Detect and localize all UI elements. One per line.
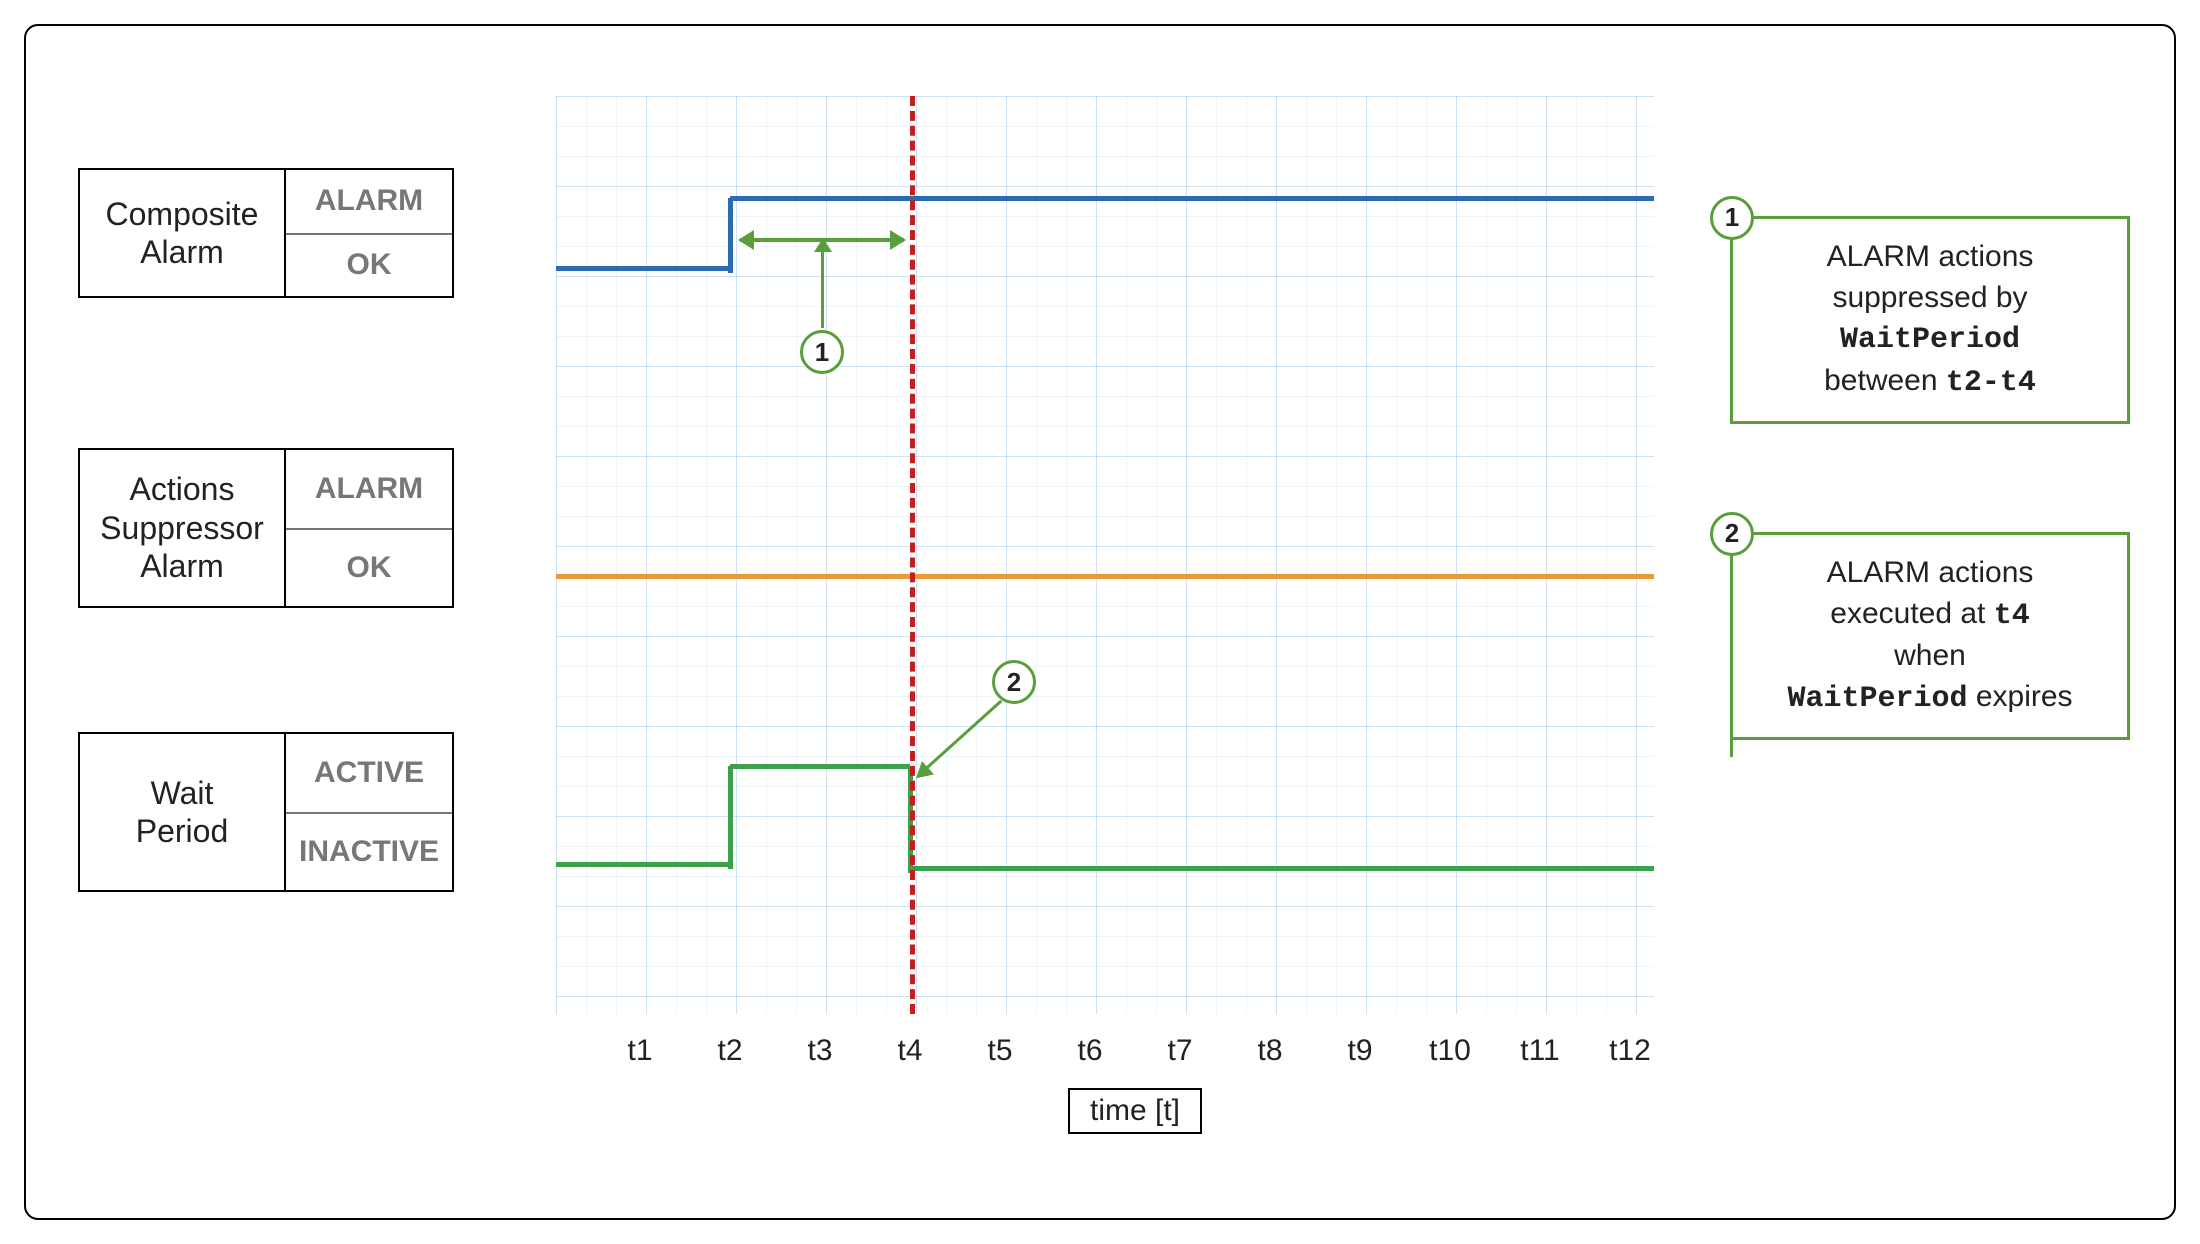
- state-composite-ok: OK: [286, 233, 452, 296]
- axis-title: time [t]: [1068, 1088, 1202, 1134]
- tick-t10: t10: [1429, 1034, 1471, 1068]
- annotation-2: ALARM actionsexecuted at t4whenWaitPerio…: [1730, 532, 2130, 740]
- annotation-badge-2: 2: [1710, 512, 1754, 556]
- row-name-suppressor: ActionsSuppressorAlarm: [80, 450, 286, 606]
- annotation-badge-1: 1: [1710, 196, 1754, 240]
- tick-t9: t9: [1347, 1034, 1372, 1068]
- annotation-stick-1: [1730, 241, 1733, 409]
- row-name-wait: WaitPeriod: [80, 734, 286, 890]
- trace-suppressor: [556, 574, 1654, 579]
- row-name-composite: CompositeAlarm: [80, 170, 286, 296]
- tick-t5: t5: [987, 1034, 1012, 1068]
- row-table-composite: CompositeAlarmALARMOK: [78, 168, 454, 298]
- tick-t11: t11: [1520, 1034, 1559, 1068]
- annotation-stick-2: [1730, 557, 1733, 757]
- tick-t3: t3: [807, 1034, 832, 1068]
- trace-wait: [556, 862, 730, 867]
- trace-wait: [910, 866, 1654, 871]
- tick-t7: t7: [1167, 1034, 1192, 1068]
- row-table-suppressor: ActionsSuppressorAlarmALARMOK: [78, 448, 454, 608]
- tick-t12: t12: [1609, 1034, 1651, 1068]
- diagram-root: CompositeAlarmALARMOKActionsSuppressorAl…: [0, 0, 2200, 1244]
- tick-t2: t2: [717, 1034, 742, 1068]
- leader-1: [821, 240, 824, 328]
- tick-t4: t4: [897, 1034, 922, 1068]
- state-wait-inactive: INACTIVE: [286, 812, 452, 890]
- trace-composite: [730, 196, 1654, 201]
- state-suppressor-ok: OK: [286, 528, 452, 606]
- callout-badge-1: 1: [800, 330, 844, 374]
- trace-wait: [730, 764, 910, 769]
- tick-t1: t1: [627, 1034, 652, 1068]
- trace-composite: [728, 198, 733, 273]
- annotation-1: ALARM actionssuppressed byWaitPeriodbetw…: [1730, 216, 2130, 424]
- state-suppressor-alarm: ALARM: [286, 450, 452, 528]
- tick-t6: t6: [1077, 1034, 1102, 1068]
- trace-wait: [728, 766, 733, 869]
- callout-badge-2: 2: [992, 660, 1036, 704]
- tick-t8: t8: [1257, 1034, 1282, 1068]
- state-wait-active: ACTIVE: [286, 734, 452, 812]
- trace-composite: [556, 266, 730, 271]
- row-table-wait: WaitPeriodACTIVEINACTIVE: [78, 732, 454, 892]
- chart-grid: [556, 96, 1654, 1014]
- state-composite-alarm: ALARM: [286, 170, 452, 233]
- event-line-t4: [910, 96, 915, 1014]
